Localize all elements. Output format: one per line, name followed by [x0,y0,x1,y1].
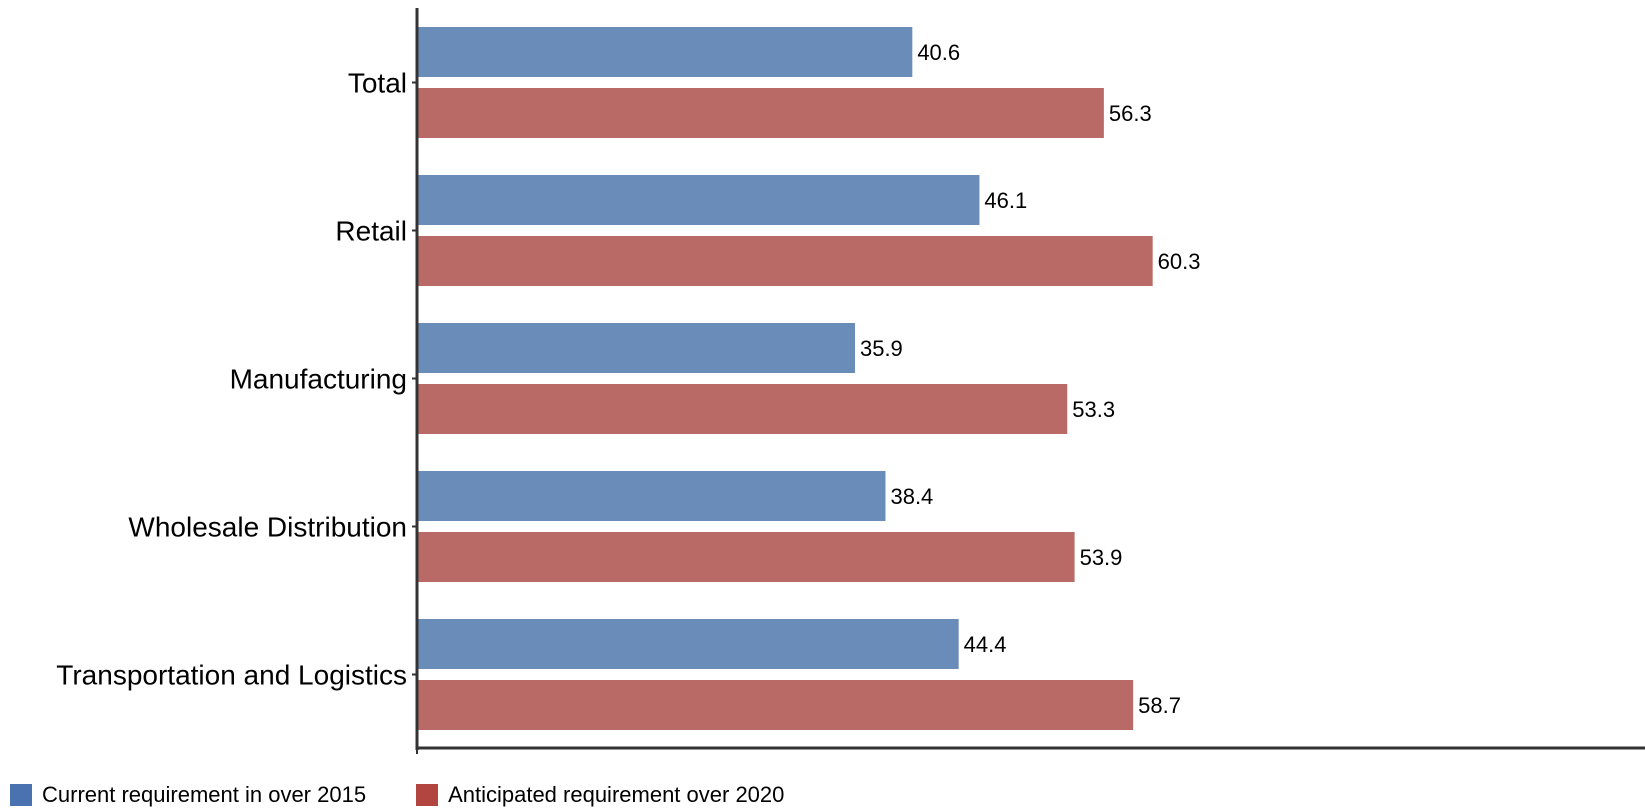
bar-manufacturing-current [417,323,855,373]
bar-total-current [417,27,913,77]
data-label-transportation-and-logistics-current: 44.4 [964,632,1007,657]
bar-retail-current [417,175,980,225]
category-label-transportation-and-logistics: Transportation and Logistics [56,660,407,691]
data-label-wholesale-distribution-anticipated: 53.9 [1080,545,1123,570]
legend-swatch-current [10,784,32,806]
bar-wholesale-distribution-anticipated [417,532,1075,582]
data-label-manufacturing-current: 35.9 [860,336,903,361]
data-label-transportation-and-logistics-anticipated: 58.7 [1138,693,1181,718]
data-label-wholesale-distribution-current: 38.4 [890,484,933,509]
bar-transportation-and-logistics-anticipated [417,680,1134,730]
legend-swatch-anticipated [416,784,439,806]
bar-total-anticipated [417,88,1104,138]
category-label-manufacturing: Manufacturing [230,364,407,395]
legend-label-anticipated: Anticipated requirement over 2020 [448,782,785,807]
category-label-wholesale-distribution: Wholesale Distribution [128,512,407,543]
labels-layer: 40.6 56.3 Total 46.1 60.3 Retail 35.9 53.3 Manuf… [56,40,1200,718]
data-label-total-anticipated: 56.3 [1109,101,1152,126]
legend-item-anticipated: Anticipated requirement over 2020 [416,782,784,808]
bar-wholesale-distribution-current [417,471,886,521]
category-label-retail: Retail [335,216,407,247]
legend-label-current: Current requirement in over 2015 [42,782,367,807]
bar-manufacturing-anticipated [417,384,1068,434]
data-label-retail-current: 46.1 [984,188,1027,213]
data-label-retail-anticipated: 60.3 [1158,249,1201,274]
axes-layer [412,8,1645,754]
data-label-manufacturing-anticipated: 53.3 [1072,397,1115,422]
legend-item-current: Current requirement in over 2015 [10,782,366,808]
bar-retail-anticipated [417,236,1153,286]
data-label-total-current: 40.6 [917,40,960,65]
category-label-total: Total [348,68,407,99]
legend: Current requirement in over 2015 Anticip… [10,780,834,810]
bars-layer [417,27,1153,730]
bar-transportation-and-logistics-current [417,619,959,669]
